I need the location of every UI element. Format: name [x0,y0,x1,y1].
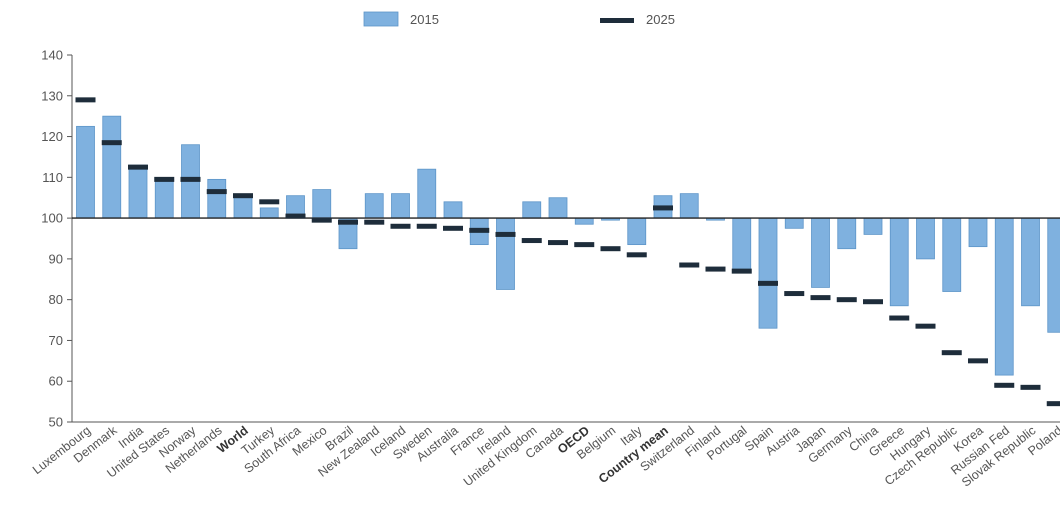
dash-2025-sweden [416,223,437,229]
dash-2025-austria [784,291,805,297]
bar-2015-netherlands [207,178,227,219]
dash-2025-norway [180,176,201,182]
y-tick-label: 110 [42,170,63,185]
bars-2015 [76,115,1060,376]
dash-2025-ireland [495,231,516,237]
dash-2025-italy [626,252,647,258]
dash-2025-belgium [600,246,621,252]
bar-2015-ireland [496,217,515,290]
bar-2015-spain [758,217,778,329]
dash-2025-iceland [390,223,411,229]
bar-2015-mexico [312,189,332,219]
bar-2015-japan [811,217,830,288]
bar-2015-portugal [732,217,752,272]
bar-2015-czech-republic [942,217,962,292]
bar-2015-turkey [259,207,279,219]
dash-2025-india [128,164,148,170]
bar-2015-canada [548,197,568,219]
dash-2025-china [863,299,883,305]
bar-2015-sweden [417,168,437,219]
bar-2015-poland [1047,217,1060,333]
y-tick-label: 130 [41,88,63,103]
dash-2025-denmark [101,140,122,146]
dash-2025-brazil [338,219,358,225]
dash-2025-luxembourg [75,97,96,103]
y-tick-label: 50 [49,415,63,430]
bar-2015-luxembourg [76,125,95,219]
bar-2015-oecd [574,217,594,225]
bar-2015-united-states [154,181,174,219]
dash-2025-mexico [311,217,332,223]
bar-2015-denmark [102,115,122,219]
y-axis: 50 60 70 80 90 100 110 120 130 140 [41,48,1060,430]
bar-2015-slovak-republic [1021,217,1040,307]
dash-2025-japan [810,295,831,301]
dash-2025-country-mean [653,205,673,211]
bar-2015-united-kingdom [522,201,542,219]
y-tick-label: 70 [49,333,63,348]
bar-2015-italy [627,217,647,246]
y-tick-label: 60 [49,374,63,389]
y-tick-label: 80 [49,292,63,307]
y-tick-label: 90 [49,251,63,266]
dash-2025-greece [889,315,910,321]
bar-2015-world [233,195,253,219]
dash-2025-poland [1046,401,1060,407]
dash-2025-russian-fed [994,382,1015,388]
dash-2025-netherlands [206,189,227,195]
y-tick-label: 120 [41,129,63,144]
dash-2025-switzerland [679,262,700,268]
legend-swatch-2025 [600,18,634,23]
dash-2025-turkey [259,199,280,205]
dash-2025-united-kingdom [521,238,542,244]
y-tick-label: 140 [41,48,63,63]
dash-2025-oecd [574,242,595,248]
dash-2025-spain [758,280,778,286]
bar-2015-switzerland [679,193,699,219]
bar-2015-china [863,217,883,235]
y-tick-label: 100 [41,211,63,226]
bar-2015-greece [889,217,909,307]
dash-2025-germany [836,297,857,303]
bar-2015-hungary [916,217,935,260]
dash-2025-korea [968,358,988,364]
legend: 2015 2025 [363,11,675,27]
dash-2025-finland [705,266,726,272]
bar-2015-korea [968,217,988,248]
dash-2025-world [233,193,253,199]
dash-2025-czech-republic [941,350,962,356]
dash-2025-united-states [154,176,175,182]
bar-2015-india [128,164,148,219]
bar-2015-russian-fed [994,217,1014,376]
legend-swatch-2015 [363,11,399,27]
dashes-2025 [75,97,1060,407]
dash-2025-slovak-republic [1020,384,1041,390]
legend-label-2025: 2025 [646,12,675,27]
dash-2025-south-africa [285,213,306,219]
dash-2025-hungary [915,323,936,329]
dash-2025-australia [443,225,463,231]
bar-2015-germany [837,217,857,250]
dash-2025-canada [548,240,568,246]
bar-2015-australia [443,201,463,219]
bar-2015-austria [784,217,804,229]
legend-label-2015: 2015 [410,12,439,27]
dash-2025-france [469,227,490,233]
dash-2025-portugal [731,268,752,274]
dash-2025-new-zealand [364,219,385,225]
bar-2015-new-zealand [364,193,384,219]
bar-2015-iceland [391,193,410,219]
